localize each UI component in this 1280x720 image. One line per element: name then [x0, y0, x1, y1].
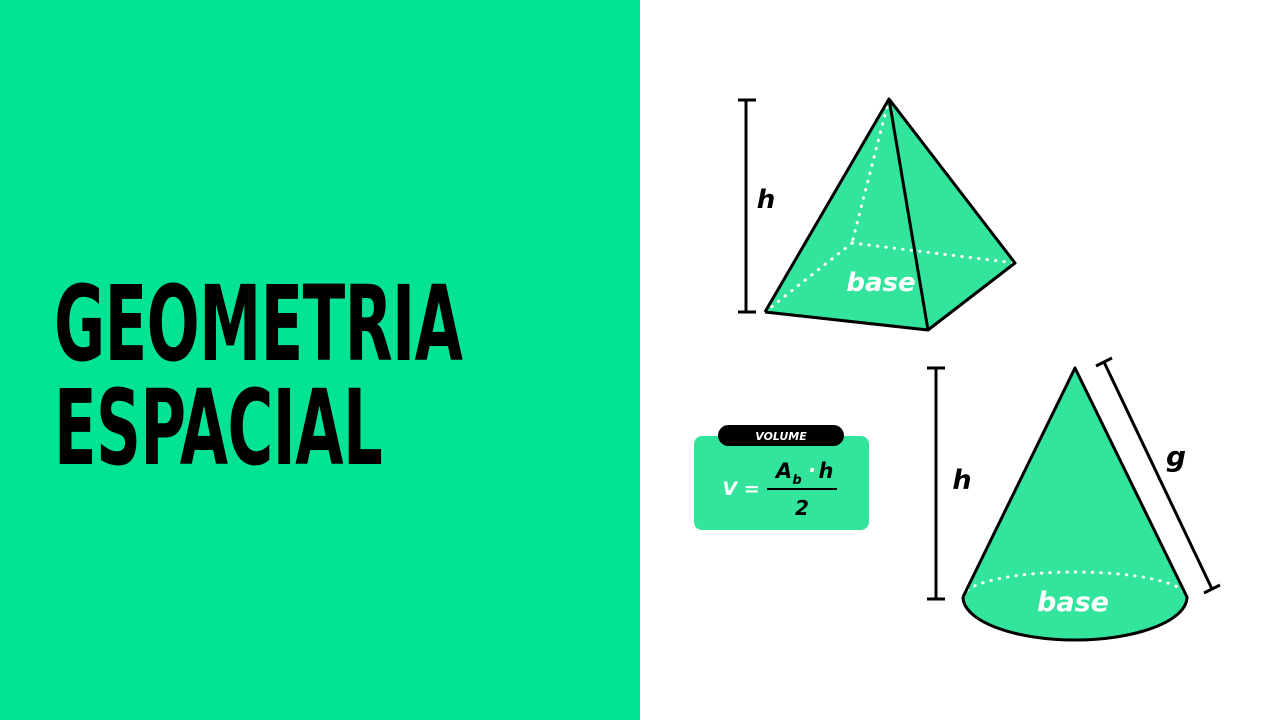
pyramid-right-face — [889, 99, 1015, 330]
formula-lhs: V = — [722, 478, 759, 500]
cone-outline — [961, 366, 1189, 642]
formula-tag — [718, 425, 844, 446]
pyramid-height-marker — [738, 98, 756, 314]
cone-slant-label: g — [1166, 440, 1186, 473]
formula-area-symbol: A — [774, 459, 792, 483]
formula-dot: · — [808, 458, 816, 482]
cone-hidden-base-edge — [961, 570, 1189, 599]
pyramid-edges — [763, 97, 1017, 332]
pyramid-height-label: h — [757, 185, 776, 215]
title-line-1: GEOMETRIA — [54, 263, 463, 385]
pyramid-hidden-edges — [763, 97, 1017, 314]
cone-base-label: base — [1037, 587, 1109, 618]
title-panel: GEOMETRIA ESPACIAL — [0, 0, 640, 720]
solids-diagram: base h VOLUME V = A b · h 2 base h — [694, 97, 1221, 642]
volume-formula-card: VOLUME V = A b · h 2 — [694, 425, 869, 530]
formula-tag-text: VOLUME — [755, 430, 807, 443]
pyramid-base-label: base — [846, 268, 915, 298]
title-line-2: ESPACIAL — [54, 367, 383, 489]
pyramid-left-face — [765, 99, 928, 330]
cone-body — [963, 368, 1187, 640]
cone-height-marker — [927, 366, 945, 601]
cone: base h g — [927, 356, 1221, 642]
formula-height: h — [819, 459, 834, 483]
formula-area-subscript: b — [792, 473, 801, 488]
formula-box — [694, 436, 869, 530]
formula-denominator: 2 — [795, 496, 809, 520]
pyramid: base h — [738, 97, 1017, 332]
cone-height-label: h — [952, 465, 971, 496]
cone-slant-marker — [1095, 356, 1221, 595]
